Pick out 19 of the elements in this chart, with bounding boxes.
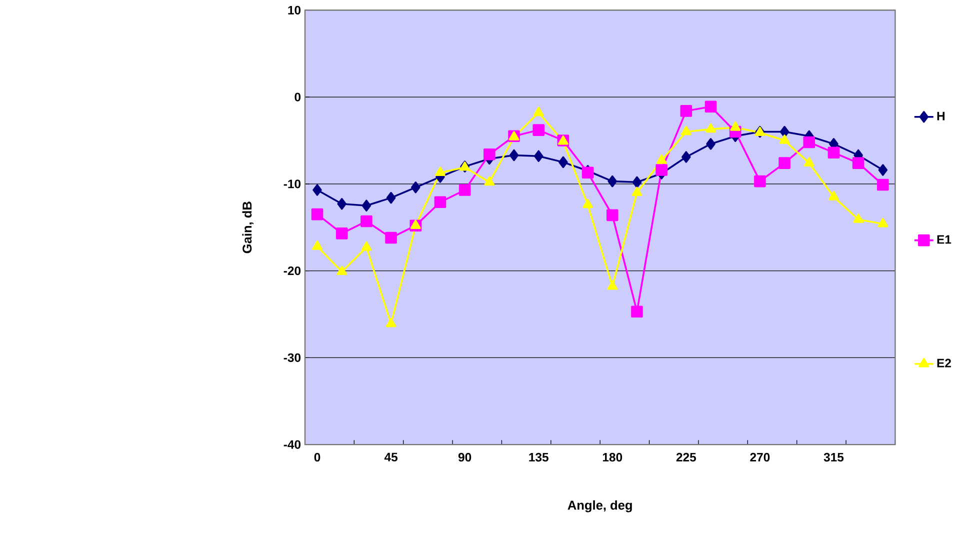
y-tick-label: -30 <box>284 354 301 362</box>
y-tick-label: -10 <box>284 180 301 188</box>
x-tick-label: 225 <box>676 453 696 462</box>
x-tick-label: 90 <box>458 453 472 462</box>
legend-label: E1 <box>937 236 952 244</box>
x-tick-label: 0 <box>314 453 320 462</box>
x-tick-label: 270 <box>750 453 770 462</box>
legend-label: E2 <box>937 358 951 368</box>
y-tick-label: -40 <box>284 440 301 450</box>
legend-label: H <box>937 112 944 120</box>
y-axis-title: Gain, dB <box>242 202 254 254</box>
y-tick-label: 10 <box>288 6 301 15</box>
x-tick-label: 315 <box>824 453 844 462</box>
x-axis-title: Angle, deg <box>568 500 632 513</box>
x-tick-label: 180 <box>602 453 622 462</box>
y-tick-label: 0 <box>294 92 301 102</box>
x-tick-label: 45 <box>384 453 398 462</box>
x-tick-label: 135 <box>529 453 548 462</box>
y-tick-label: -20 <box>284 266 301 276</box>
